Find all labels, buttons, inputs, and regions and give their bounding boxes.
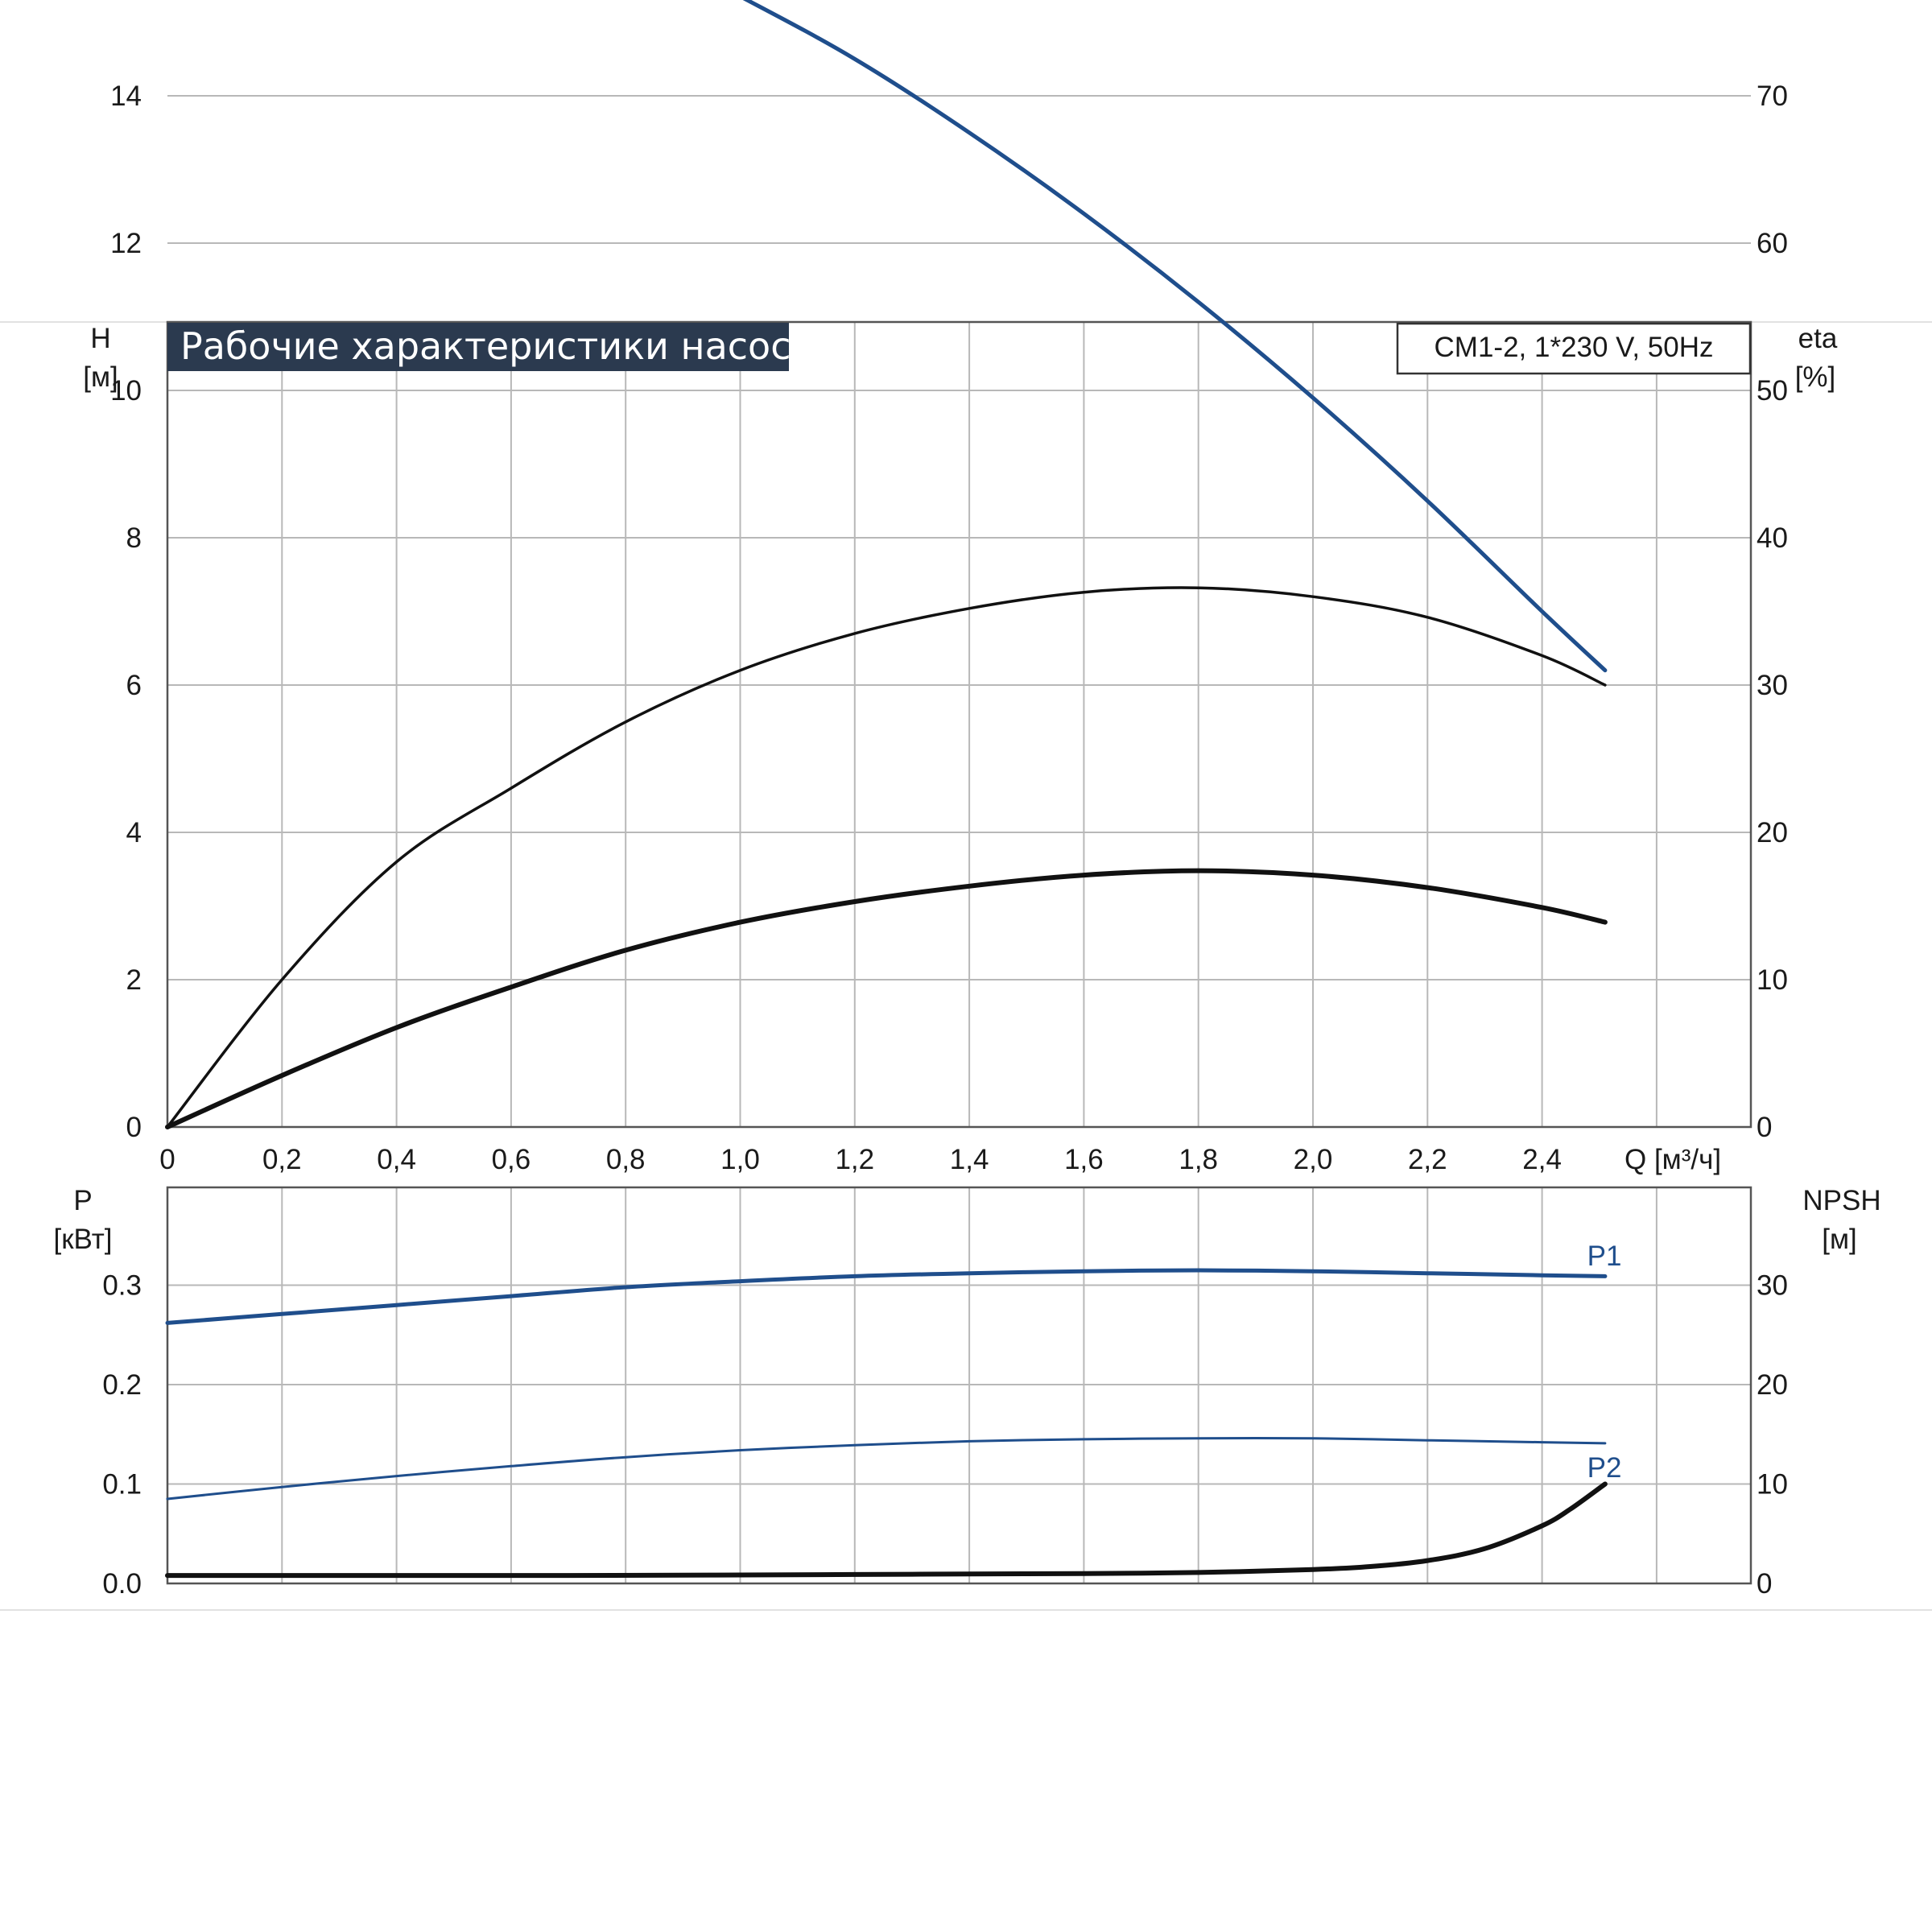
npsh-tick-label: 30 <box>1757 1270 1788 1302</box>
npsh-axis-symbol: NPSH <box>1802 1185 1880 1216</box>
x-tick-label: 0 <box>159 1144 175 1175</box>
efficiency-tick-label: 40 <box>1757 522 1788 554</box>
p2-power-curve <box>166 1436 1607 1501</box>
npsh-tick-label: 0 <box>1757 1568 1772 1600</box>
head-curve <box>742 0 1608 673</box>
top-plot-border <box>166 320 1752 1129</box>
power-tick-label: 0.0 <box>102 1568 142 1600</box>
head-tick-label: 10 <box>110 375 142 407</box>
model-label: CM1-2, 1*230 V, 50Hz <box>1435 332 1714 363</box>
x-tick-label: 2,4 <box>1522 1144 1562 1175</box>
power-axis-symbol: P <box>73 1185 92 1216</box>
x-tick-label: 0,8 <box>606 1144 646 1175</box>
x-tick-label: 0,6 <box>492 1144 531 1175</box>
efficiency-tick-label: 70 <box>1757 80 1788 112</box>
efficiency-curve <box>166 586 1607 1129</box>
efficiency-tick-label: 30 <box>1757 670 1788 701</box>
head-tick-label: 14 <box>110 80 142 112</box>
efficiency-tick-label: 50 <box>1757 375 1788 407</box>
flow-axis-label: Q [м³/ч] <box>1624 1144 1721 1175</box>
head-axis-symbol: H <box>90 323 110 354</box>
x-tick-label: 1,0 <box>720 1144 760 1175</box>
npsh-axis-unit: [м] <box>1822 1224 1857 1255</box>
bottom-plot-grid <box>167 1187 1751 1583</box>
x-tick-label: 2,2 <box>1408 1144 1447 1175</box>
npsh-tick-label: 20 <box>1757 1369 1788 1401</box>
x-tick-label: 0,4 <box>377 1144 416 1175</box>
bottom-plot-border <box>166 1186 1752 1585</box>
top-plot-grid <box>167 95 1751 1127</box>
x-tick-label: 1,6 <box>1064 1144 1104 1175</box>
npsh-tick-label: 10 <box>1757 1469 1788 1501</box>
head-tick-label: 0 <box>126 1112 142 1143</box>
x-tick-label: 1,4 <box>950 1144 989 1175</box>
bottom-plot-curves <box>165 1268 1608 1579</box>
x-tick-label: 0,2 <box>262 1144 302 1175</box>
power-tick-label: 0.2 <box>102 1369 142 1401</box>
chart-title: Рабочие характеристики насоса <box>180 324 814 368</box>
title-banner <box>167 323 789 371</box>
top-plot-curves <box>165 0 1608 1129</box>
head-tick-label: 8 <box>126 522 142 554</box>
head-tick-label: 2 <box>126 964 142 996</box>
head-tick-label: 6 <box>126 670 142 701</box>
efficiency-tick-label: 10 <box>1757 964 1788 996</box>
p2-series-label: P2 <box>1587 1452 1622 1484</box>
head-secondary-curve <box>165 868 1608 1129</box>
p1-power-curve <box>165 1268 1608 1325</box>
efficiency-tick-label: 20 <box>1757 817 1788 848</box>
power-tick-label: 0.3 <box>102 1270 142 1302</box>
top-plot-frame <box>166 320 1752 1129</box>
bottom-plot-tick-labels: 0.0 0.1 0.2 0.3 0 10 20 30 <box>102 1270 1788 1600</box>
x-tick-label: 1,8 <box>1179 1144 1218 1175</box>
head-axis-unit: [м] <box>83 361 118 393</box>
x-tick-label: 2,0 <box>1294 1144 1333 1175</box>
efficiency-axis-unit: [%] <box>1795 361 1836 393</box>
head-tick-label: 4 <box>126 817 142 848</box>
power-tick-label: 0.1 <box>102 1469 142 1501</box>
power-axis-unit: [кВт] <box>54 1224 113 1255</box>
head-tick-label: 12 <box>110 228 142 259</box>
efficiency-tick-label: 0 <box>1757 1112 1772 1143</box>
npsh-curve <box>165 1481 1608 1579</box>
p1-series-label: P1 <box>1587 1241 1622 1272</box>
efficiency-axis-symbol: eta <box>1798 323 1838 354</box>
x-tick-label: 1,2 <box>835 1144 874 1175</box>
bottom-plot-frame <box>166 1186 1752 1585</box>
top-plot-tick-labels: 0 0,2 0,4 0,6 0,8 1,0 1,2 1,4 1,6 1,8 2,0 2,2 2,4 0 2 4… <box>110 80 1788 1175</box>
efficiency-tick-label: 60 <box>1757 228 1788 259</box>
model-label-box <box>1396 322 1752 375</box>
